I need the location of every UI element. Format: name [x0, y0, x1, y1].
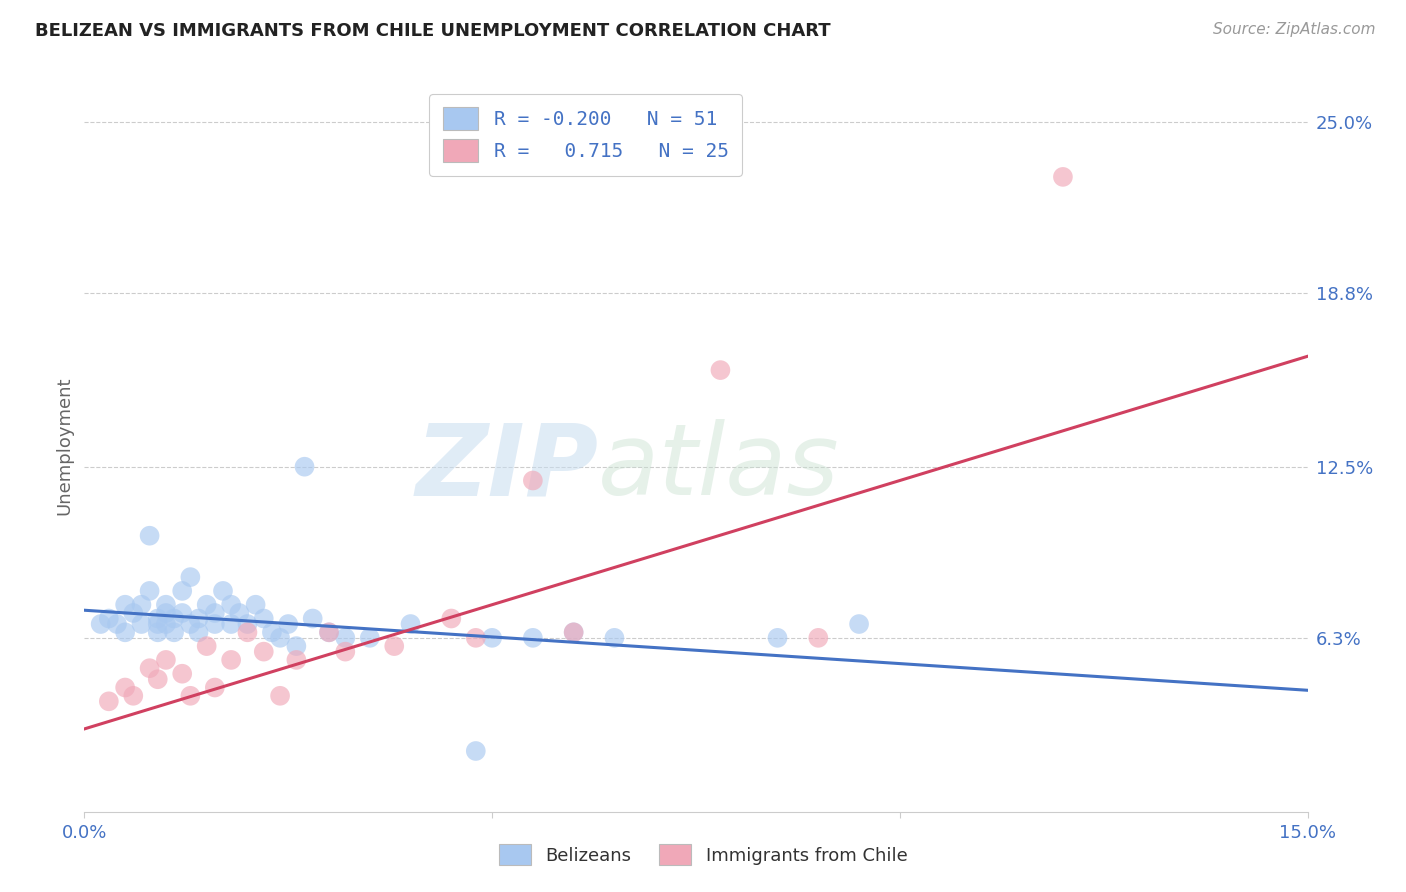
Point [179, 617, 201, 632]
Point [163, 625, 186, 640]
Point [138, 529, 160, 543]
Point [269, 689, 291, 703]
Point [195, 639, 218, 653]
Text: atlas: atlas [598, 419, 839, 516]
Point [146, 672, 169, 686]
Point [122, 606, 145, 620]
Point [1052, 169, 1074, 184]
Y-axis label: Unemployment: Unemployment [55, 376, 73, 516]
Point [399, 617, 422, 632]
Point [848, 617, 870, 632]
Point [253, 611, 276, 625]
Point [382, 639, 405, 653]
Point [219, 598, 242, 612]
Point [709, 363, 731, 377]
Point [269, 631, 291, 645]
Point [179, 689, 201, 703]
Point [97, 694, 120, 708]
Point [359, 631, 381, 645]
Point [204, 606, 226, 620]
Point [97, 611, 120, 625]
Point [464, 631, 486, 645]
Point [155, 606, 177, 620]
Point [163, 611, 186, 625]
Point [440, 611, 463, 625]
Point [318, 625, 340, 640]
Point [105, 617, 128, 632]
Point [187, 625, 209, 640]
Point [335, 631, 357, 645]
Point [146, 625, 169, 640]
Point [277, 617, 299, 632]
Point [155, 617, 177, 632]
Point [138, 583, 160, 598]
Point [114, 598, 136, 612]
Point [285, 639, 308, 653]
Point [228, 606, 250, 620]
Point [131, 617, 153, 632]
Point [294, 459, 316, 474]
Point [204, 681, 226, 695]
Point [253, 645, 276, 659]
Point [187, 611, 209, 625]
Point [131, 598, 153, 612]
Point [603, 631, 626, 645]
Point [155, 598, 177, 612]
Point [301, 611, 323, 625]
Point [114, 681, 136, 695]
Point [138, 661, 160, 675]
Point [179, 570, 201, 584]
Point [172, 666, 194, 681]
Point [90, 617, 112, 632]
Point [146, 611, 169, 625]
Point [204, 617, 226, 632]
Point [562, 625, 585, 640]
Legend: R = -0.200   N = 51, R =   0.715   N = 25: R = -0.200 N = 51, R = 0.715 N = 25 [429, 94, 742, 176]
Point [219, 653, 242, 667]
Legend: Belizeans, Immigrants from Chile: Belizeans, Immigrants from Chile [489, 835, 917, 874]
Point [245, 598, 267, 612]
Point [195, 598, 218, 612]
Point [285, 653, 308, 667]
Text: ZIP: ZIP [415, 419, 598, 516]
Point [212, 583, 235, 598]
Point [114, 625, 136, 640]
Point [172, 583, 194, 598]
Point [318, 625, 340, 640]
Point [260, 625, 283, 640]
Point [146, 617, 169, 632]
Point [481, 631, 503, 645]
Point [236, 617, 259, 632]
Point [122, 689, 145, 703]
Point [172, 606, 194, 620]
Point [522, 631, 544, 645]
Point [766, 631, 789, 645]
Point [562, 625, 585, 640]
Point [522, 474, 544, 488]
Point [807, 631, 830, 645]
Point [335, 645, 357, 659]
Point [236, 625, 259, 640]
Point [155, 653, 177, 667]
Text: BELIZEAN VS IMMIGRANTS FROM CHILE UNEMPLOYMENT CORRELATION CHART: BELIZEAN VS IMMIGRANTS FROM CHILE UNEMPL… [35, 22, 831, 40]
Point [464, 744, 486, 758]
Point [219, 617, 242, 632]
Text: Source: ZipAtlas.com: Source: ZipAtlas.com [1212, 22, 1375, 37]
